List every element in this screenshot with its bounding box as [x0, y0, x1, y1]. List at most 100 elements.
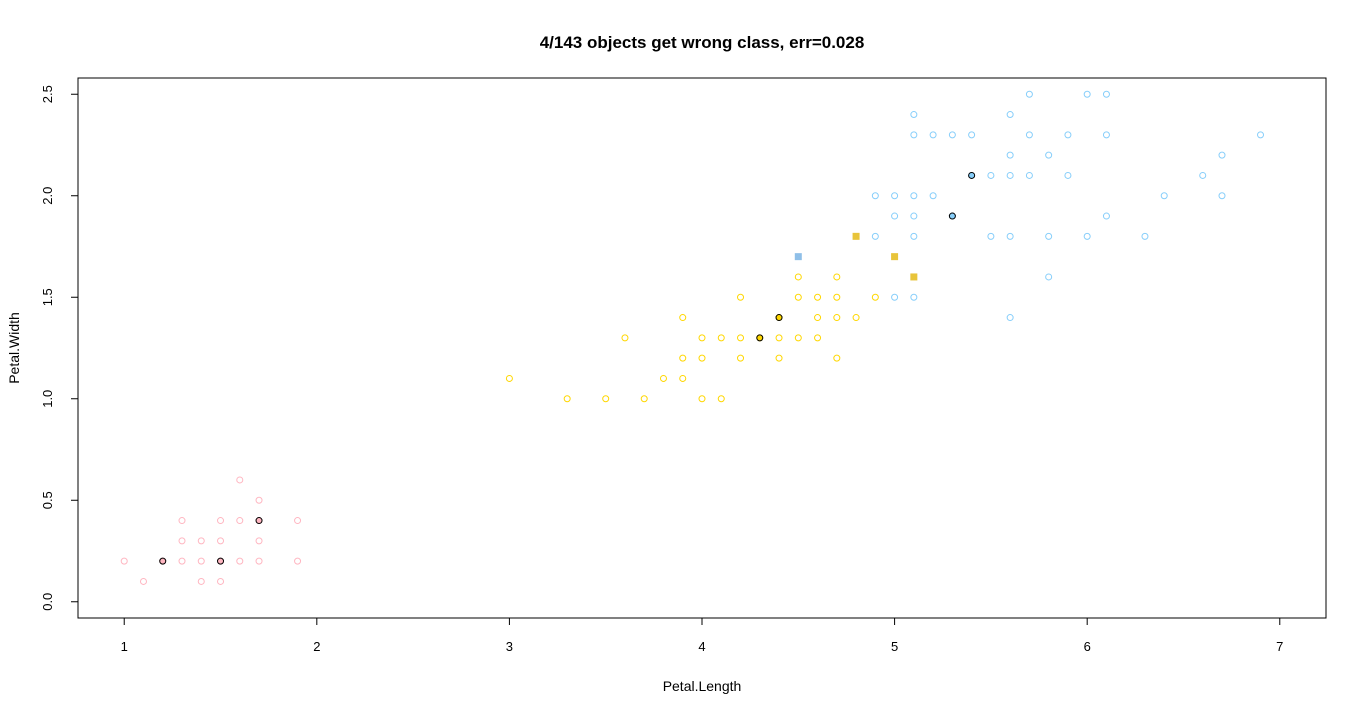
y-tick-label: 1.5 — [40, 288, 55, 306]
data-point — [1006, 314, 1014, 322]
data-point — [217, 577, 225, 585]
data-point — [987, 232, 995, 240]
plot-area-border — [77, 77, 1327, 619]
data-point — [794, 334, 802, 342]
data-point — [814, 334, 822, 342]
data-point — [891, 192, 899, 200]
data-points — [120, 90, 1265, 585]
data-point — [833, 273, 841, 281]
data-point — [775, 334, 783, 342]
data-point — [968, 131, 976, 139]
data-point — [910, 111, 918, 119]
data-point — [871, 192, 879, 200]
data-point — [640, 395, 648, 403]
data-point — [910, 232, 918, 240]
data-point — [178, 517, 186, 525]
highlighted-point — [968, 171, 976, 179]
y-tick-label: 0.5 — [40, 491, 55, 509]
data-point — [679, 374, 687, 382]
misclassified-point — [794, 253, 802, 261]
y-axis: 0.0 0.5 1.0 1.5 2.0 2.5 — [40, 85, 79, 611]
data-point — [294, 517, 302, 525]
data-point — [698, 334, 706, 342]
data-point — [833, 293, 841, 301]
data-point — [814, 293, 822, 301]
data-point — [1160, 192, 1168, 200]
data-point — [217, 517, 225, 525]
data-point — [1218, 192, 1226, 200]
data-point — [698, 354, 706, 362]
data-point — [1025, 90, 1033, 98]
data-point — [505, 374, 513, 382]
data-point — [1199, 171, 1207, 179]
data-point — [236, 476, 244, 484]
y-axis-label: Petal.Width — [6, 312, 22, 384]
data-point — [1045, 273, 1053, 281]
x-axis-label: Petal.Length — [663, 678, 742, 694]
data-point — [1006, 232, 1014, 240]
highlighted-point — [217, 557, 225, 565]
data-point — [891, 293, 899, 301]
data-point — [794, 293, 802, 301]
data-point — [948, 131, 956, 139]
data-point — [659, 374, 667, 382]
data-point — [1064, 131, 1072, 139]
misclassified-point — [852, 232, 860, 240]
chart-title: 4/143 objects get wrong class, err=0.028 — [540, 33, 865, 52]
data-point — [1141, 232, 1149, 240]
data-point — [737, 354, 745, 362]
data-point — [1083, 232, 1091, 240]
misclassified-point — [910, 273, 918, 281]
data-point — [910, 131, 918, 139]
misclassified-point — [891, 253, 899, 261]
data-point — [621, 334, 629, 342]
data-point — [814, 314, 822, 322]
data-point — [679, 354, 687, 362]
data-point — [236, 517, 244, 525]
data-point — [929, 131, 937, 139]
data-point — [871, 293, 879, 301]
data-point — [197, 537, 205, 545]
data-point — [1045, 151, 1053, 159]
highlighted-point — [255, 517, 263, 525]
data-point — [833, 354, 841, 362]
data-point — [1102, 131, 1110, 139]
data-point — [737, 334, 745, 342]
data-point — [139, 577, 147, 585]
data-point — [1064, 171, 1072, 179]
data-point — [1102, 90, 1110, 98]
data-point — [833, 314, 841, 322]
data-point — [1006, 171, 1014, 179]
data-point — [891, 212, 899, 220]
y-tick-label: 2.5 — [40, 85, 55, 103]
data-point — [871, 232, 879, 240]
data-point — [910, 192, 918, 200]
data-point — [255, 557, 263, 565]
data-point — [1025, 131, 1033, 139]
data-point — [737, 293, 745, 301]
data-point — [236, 557, 244, 565]
highlighted-point — [948, 212, 956, 220]
x-tick-label: 5 — [891, 639, 898, 654]
data-point — [698, 395, 706, 403]
highlighted-point — [775, 314, 783, 322]
x-axis: 1 2 3 4 5 6 7 — [121, 617, 1283, 654]
data-point — [1083, 90, 1091, 98]
data-point — [255, 537, 263, 545]
data-point — [197, 577, 205, 585]
x-tick-label: 6 — [1084, 639, 1091, 654]
data-point — [197, 557, 205, 565]
x-tick-label: 4 — [698, 639, 705, 654]
data-point — [910, 212, 918, 220]
data-point — [1102, 212, 1110, 220]
data-point — [929, 192, 937, 200]
data-point — [775, 354, 783, 362]
data-point — [717, 395, 725, 403]
data-point — [1045, 232, 1053, 240]
data-point — [563, 395, 571, 403]
x-tick-label: 7 — [1276, 639, 1283, 654]
data-point — [178, 557, 186, 565]
data-point — [178, 537, 186, 545]
data-point — [794, 273, 802, 281]
